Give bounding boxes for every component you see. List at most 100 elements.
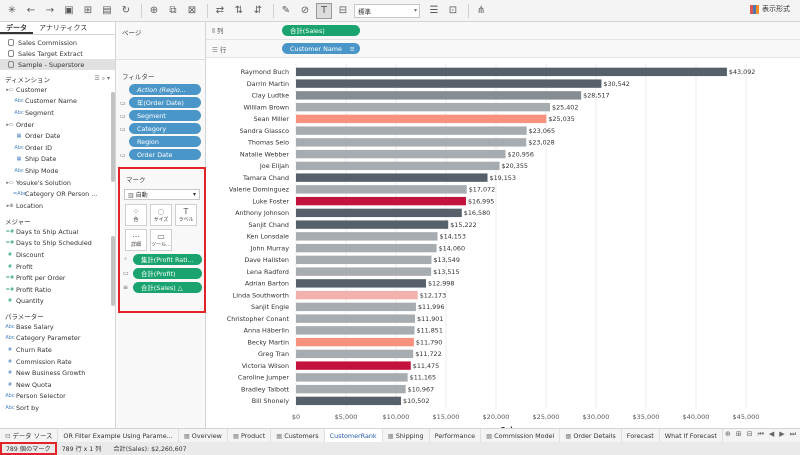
measure-days-to-ship-actual[interactable]: =# Days to Ship Actual	[0, 226, 115, 238]
bar-william-brown[interactable]	[296, 102, 551, 112]
dimension-order[interactable]: ▸▭ Order	[0, 119, 115, 131]
new-sheet-icon[interactable]: ⊕	[149, 5, 159, 16]
parameter-commission-rate[interactable]: # Commission Rate	[0, 356, 115, 368]
filter-pill-category[interactable]: Category	[129, 123, 201, 134]
rows-shelf[interactable]: ☰ 行 Customer Name ≡	[206, 40, 800, 58]
last-sheet-icon[interactable]: ⏭	[789, 430, 796, 438]
filter-pill-order-date[interactable]: Order Date	[129, 149, 201, 160]
sheet-tab-order-details[interactable]: ▦ Order Details	[560, 428, 622, 443]
presentation-icon[interactable]: ⊡	[448, 5, 458, 16]
dimension-customer[interactable]: ▸▭ Customer	[0, 84, 115, 96]
sheet-tab-data-source[interactable]: ⊟ データ ソース	[0, 428, 59, 443]
bar-clay-ludtke[interactable]	[296, 91, 582, 100]
dimension-order-date[interactable]: ▦ Order Date	[0, 130, 115, 142]
dimension-order-id[interactable]: Abc Order ID	[0, 142, 115, 154]
measures-scrollbar[interactable]	[111, 236, 115, 306]
dimension-customer-name[interactable]: Abc Customer Name	[0, 96, 115, 108]
highlight-icon[interactable]: ✎	[281, 5, 291, 16]
measure-profit[interactable]: # Profit	[0, 261, 115, 273]
bar-john-murray[interactable]	[296, 243, 437, 253]
sheet-tab-customers[interactable]: ▦ Customers	[271, 428, 325, 443]
datasource-item[interactable]: Sales Commission	[0, 37, 115, 48]
first-sheet-icon[interactable]: ⏮	[757, 430, 764, 438]
bar-ken-lonsdale[interactable]	[296, 232, 438, 241]
bar-dave-hallsten[interactable]	[296, 255, 432, 265]
parameter-churn-rate[interactable]: # Churn Rate	[0, 344, 115, 356]
sheet-tab-shipping[interactable]: ▦ Shipping	[383, 428, 430, 443]
measure-profit-ratio[interactable]: =# Profit Ratio	[0, 284, 115, 296]
forward-icon[interactable]: →	[45, 5, 55, 16]
columns-pill-sum-sales[interactable]: 合計(Sales)	[282, 25, 360, 36]
bar-sanjit-engle[interactable]	[296, 302, 416, 312]
datasource-item[interactable]: Sales Target Extract	[0, 48, 115, 59]
bar-caroline-jumper[interactable]	[296, 373, 408, 382]
parameter-sort-by[interactable]: Abc Sort by	[0, 402, 115, 414]
parameter-category-parameter[interactable]: Abc Category Parameter	[0, 333, 115, 345]
bar-lena-radford[interactable]	[296, 267, 432, 276]
bar-darrin-martin[interactable]	[296, 79, 602, 88]
mark-type-select[interactable]: ▥ 自動 ▾	[124, 189, 200, 200]
duplicate-sheet-icon[interactable]: ⧉	[169, 5, 177, 16]
parameter-base-salary[interactable]: Abc Base Salary	[0, 321, 115, 333]
pages-card[interactable]	[116, 40, 205, 60]
measure-discount[interactable]: # Discount	[0, 249, 115, 261]
bar-sanjit-chand[interactable]	[296, 220, 449, 229]
bar-anthony-johnson[interactable]	[296, 208, 462, 218]
new-dashboard-icon[interactable]: ⊞	[735, 430, 742, 438]
bar-victoria-wilson[interactable]	[296, 361, 411, 370]
tooltip-pill-sum-profit[interactable]: 合計(Profit)	[133, 268, 202, 279]
dimension-ship-date[interactable]: ▦ Ship Date	[0, 154, 115, 166]
measure-days-to-ship-scheduled[interactable]: =# Days to Ship Scheduled	[0, 238, 115, 250]
share-icon[interactable]: ⋔	[476, 5, 486, 16]
back-icon[interactable]: ←	[26, 5, 36, 16]
save-icon[interactable]: ▣	[64, 5, 74, 16]
sheet-tab-what-if-forecast[interactable]: What If Forecast	[660, 428, 723, 443]
fix-axes-icon[interactable]: ⊟	[338, 5, 348, 16]
rows-pill-customer-name[interactable]: Customer Name ≡	[282, 43, 360, 54]
columns-shelf[interactable]: ⦀ 列 合計(Sales)	[206, 22, 800, 40]
sheet-tab-customerrank[interactable]: CustomerRank	[324, 428, 383, 443]
bar-luke-foster[interactable]	[296, 196, 466, 206]
filter-pill-order-date[interactable]: 年(Order Date)	[129, 97, 201, 108]
bar-bradley-talbott[interactable]	[296, 384, 406, 394]
dimension-yosuke-s-solution[interactable]: ▸▭ Yosuke's Solution	[0, 177, 115, 189]
fit-select[interactable]: 標準 ▾	[354, 3, 420, 18]
bar-natalie-webber[interactable]	[296, 149, 506, 159]
dimension-location[interactable]: ▸⊕ Location	[0, 200, 115, 212]
dimension-category-or-person[interactable]: =Abc Category OR Person ...	[0, 188, 115, 200]
parameter-new-quota[interactable]: # New Quota	[0, 379, 115, 391]
dimension-segment[interactable]: Abc Segment	[0, 107, 115, 119]
bar-anna-h-berlin[interactable]	[296, 326, 415, 335]
bar-bill-shonely[interactable]	[296, 396, 402, 406]
new-datasource-icon[interactable]: ⊞	[83, 5, 93, 16]
filter-pill-action-regio[interactable]: Action (Regio...	[129, 84, 201, 95]
sheet-tab-overview[interactable]: ▦ Overview	[179, 428, 228, 443]
sheet-tab-performance[interactable]: Performance	[430, 428, 482, 443]
tooltip-button[interactable]: ▭ ツール...	[150, 229, 172, 251]
sort-descending-icon[interactable]: ⇵	[253, 5, 263, 16]
bar-tamara-chand[interactable]	[296, 173, 488, 182]
pause-updates-icon[interactable]: ▤	[102, 5, 112, 16]
bar-sandra-glassco[interactable]	[296, 126, 527, 135]
sort-ascending-icon[interactable]: ⇅	[234, 5, 244, 16]
bar-greg-tran[interactable]	[296, 349, 414, 359]
show-hide-cards-icon[interactable]: ☰	[429, 5, 439, 16]
bar-becky-martin[interactable]	[296, 337, 414, 347]
size-button[interactable]: ◌ サイズ	[150, 204, 172, 226]
bar-christopher-conant[interactable]	[296, 314, 416, 323]
bar-thomas-seio[interactable]	[296, 138, 527, 147]
tableau-logo-icon[interactable]: ✳	[7, 5, 17, 16]
sheet-tab-or-filter-example-using-parame[interactable]: OR Filter Example Using Parame...	[58, 428, 179, 443]
group-icon[interactable]: ⊘	[300, 5, 310, 16]
view-options-icon[interactable]: ☰ ⌕ ▾	[94, 74, 110, 82]
sheet-tab-commission-model[interactable]: ▦ Commission Model	[481, 428, 561, 443]
sheet-tab-product[interactable]: ▦ Product	[228, 428, 272, 443]
parameter-person-selector[interactable]: Abc Person Selector	[0, 391, 115, 403]
new-sheet-icon[interactable]: ⊕	[724, 430, 731, 438]
next-sheet-icon[interactable]: ▶	[779, 430, 785, 438]
refresh-icon[interactable]: ↻	[121, 5, 131, 16]
bar-sean-miller[interactable]	[296, 114, 547, 124]
color-button[interactable]: ⁘ 色	[125, 204, 147, 226]
dimension-ship-mode[interactable]: Abc Ship Mode	[0, 165, 115, 177]
filter-pill-region[interactable]: Region	[129, 136, 201, 147]
